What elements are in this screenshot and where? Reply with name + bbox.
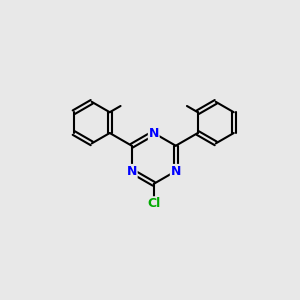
Text: N: N <box>148 127 159 140</box>
Text: N: N <box>171 165 181 178</box>
Text: Cl: Cl <box>147 197 160 210</box>
Text: N: N <box>127 165 137 178</box>
